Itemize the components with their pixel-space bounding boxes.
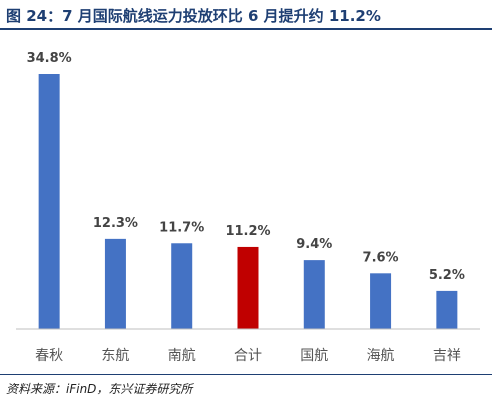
value-label-0: 34.8% — [27, 51, 72, 66]
value-label-1: 12.3% — [93, 216, 138, 231]
title-divider — [0, 28, 492, 30]
bar-6 — [436, 290, 458, 329]
value-label-2: 11.7% — [159, 220, 204, 235]
value-labels-group: 34.8% 12.3% 11.7% 11.2% 9.4% 7.6% 5.2% — [27, 51, 465, 283]
bar-2 — [171, 243, 193, 329]
bar-3 — [237, 246, 259, 329]
category-label-6: 吉祥 — [433, 348, 461, 364]
source-divider — [0, 374, 492, 375]
category-labels-group: 春秋 东航 南航 合计 国航 海航 吉祥 — [35, 348, 461, 364]
bars-group — [38, 74, 458, 329]
category-label-5: 海航 — [367, 348, 395, 364]
bar-0 — [38, 74, 60, 329]
bar-4 — [303, 260, 325, 329]
bar-1 — [104, 238, 126, 329]
category-label-0: 春秋 — [35, 348, 63, 364]
value-label-4: 9.4% — [296, 237, 332, 252]
value-label-5: 7.6% — [363, 250, 399, 265]
bar-chart: 34.8% 12.3% 11.7% 11.2% 9.4% 7.6% 5.2% 春秋 东航 南航 合… — [16, 51, 480, 364]
value-label-3: 11.2% — [225, 224, 270, 239]
source-note: 资料来源：iFinD，东兴证券研究所 — [6, 382, 193, 396]
category-label-1: 东航 — [101, 348, 129, 364]
category-label-4: 国航 — [300, 348, 328, 364]
category-label-3: 合计 — [234, 348, 262, 364]
figure-title: 图 24：7 月国际航线运力投放环比 6 月提升约 11.2% — [6, 7, 381, 25]
value-label-6: 5.2% — [429, 268, 465, 283]
bar-5 — [370, 273, 392, 329]
category-label-2: 南航 — [168, 348, 196, 364]
